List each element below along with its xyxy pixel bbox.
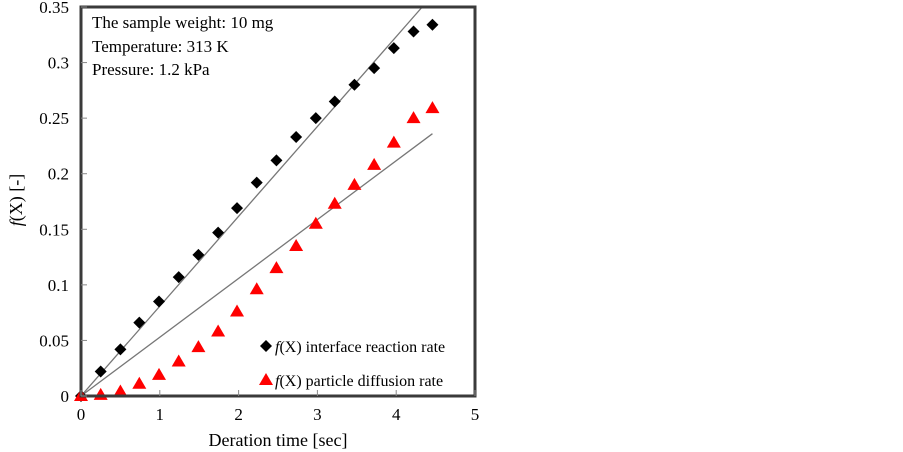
annotation-sample-weight: The sample weight: 10 mg: [92, 13, 274, 32]
data-point-diamond: [270, 154, 283, 167]
x-axis-title: Deration time [sec]: [209, 430, 348, 450]
legend-rest: (X) interface reaction rate: [279, 339, 445, 356]
axis-ticks: [80, 6, 476, 397]
data-point-diamond: [407, 25, 420, 38]
legend: f(X) interface reaction rate f(X) partic…: [259, 339, 445, 390]
plot-frame: [79, 5, 477, 398]
legend-marker-triangle: [259, 373, 273, 385]
data-point-diamond: [290, 131, 303, 144]
data-point-diamond: [94, 365, 107, 378]
y-tick-label: 0.25: [39, 109, 69, 128]
fit-line-series-1: [80, 133, 433, 397]
legend-label-interface-reaction: f(X) interface reaction rate: [275, 339, 445, 356]
data-point-triangle: [386, 135, 401, 148]
data-point-triangle: [171, 354, 186, 367]
y-axis-title-italic: f: [6, 218, 26, 226]
x-tick-label: 3: [313, 405, 322, 424]
x-tick-label: 1: [156, 405, 165, 424]
legend-italic-f: f: [275, 373, 282, 390]
data-point-triangle: [249, 282, 264, 295]
data-point-triangle: [132, 376, 147, 389]
legend-label-particle-diffusion: f(X) particle diffusion rate: [275, 373, 443, 390]
y-tick-label: 0.2: [48, 165, 69, 184]
data-point-triangle: [425, 101, 440, 114]
data-point-diamond: [328, 95, 341, 108]
data-point-diamond: [309, 112, 322, 125]
annotation-pressure: Pressure: 1.2 kPa: [92, 60, 210, 79]
data-point-triangle: [289, 238, 304, 251]
data-point-diamond: [114, 343, 127, 356]
data-point-diamond: [348, 78, 361, 91]
legend-italic-f: f: [275, 339, 282, 356]
data-point-triangle: [191, 340, 206, 353]
fit-lines: [80, 6, 433, 397]
data-point-diamond: [153, 295, 166, 308]
x-tick-label: 4: [392, 405, 401, 424]
y-tick-label: 0.35: [39, 0, 69, 17]
y-axis-title-rest: (X) [-]: [6, 174, 27, 221]
legend-marker-diamond: [260, 340, 272, 352]
data-point-triangle: [406, 111, 421, 124]
data-point-triangle: [152, 367, 167, 380]
data-point-diamond: [212, 226, 225, 239]
fit-line-series-0: [80, 6, 423, 397]
data-point-triangle: [93, 387, 108, 400]
data-point-diamond: [133, 316, 146, 329]
y-tick-label: 0.05: [39, 331, 69, 350]
x-tick-label: 0: [77, 405, 86, 424]
annotation-temperature: Temperature: 313 K: [92, 37, 229, 56]
data-point-diamond: [368, 62, 381, 75]
x-tick-label: 5: [471, 405, 480, 424]
legend-rest: (X) particle diffusion rate: [279, 373, 443, 390]
data-point-diamond: [231, 202, 244, 215]
data-point-triangle: [347, 177, 362, 190]
data-point-triangle: [211, 324, 226, 337]
data-point-diamond: [192, 248, 205, 261]
data-point-triangle: [230, 304, 245, 317]
data-point-diamond: [172, 271, 185, 284]
data-point-diamond: [387, 42, 400, 55]
annotation-box: The sample weight: 10 mg Temperature: 31…: [92, 13, 274, 79]
y-tick-label: 0.1: [48, 276, 69, 295]
y-axis-title: f(X) [-]: [6, 174, 27, 227]
data-point-triangle: [327, 196, 342, 209]
y-tick-label: 0.3: [48, 54, 69, 73]
data-points: [74, 18, 440, 402]
y-tick-label: 0.15: [39, 220, 69, 239]
data-point-triangle: [308, 216, 323, 229]
data-point-diamond: [426, 18, 439, 31]
x-tick-label: 2: [234, 405, 243, 424]
tick-labels: 0 1 2 3 4 5 0 0.05 0.1 0.15 0.2 0.25 0.3 0.35: [39, 0, 479, 424]
data-point-diamond: [250, 176, 263, 189]
data-point-triangle: [113, 384, 128, 397]
y-tick-label: 0: [61, 387, 70, 406]
data-point-triangle: [367, 157, 382, 170]
data-point-triangle: [269, 261, 284, 274]
